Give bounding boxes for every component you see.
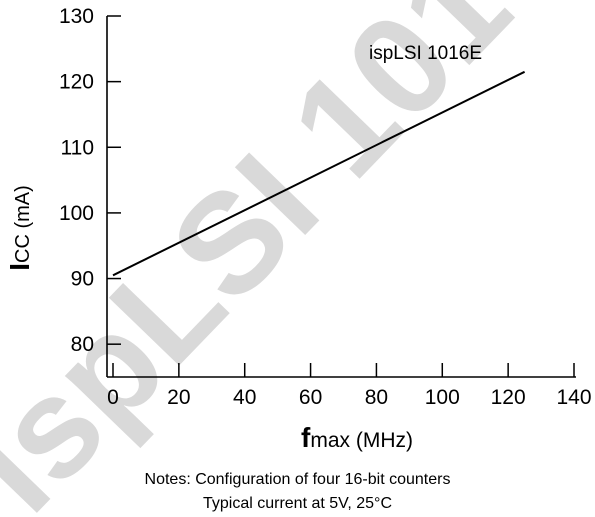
x-tick-label: 120 bbox=[491, 386, 526, 409]
x-tick-label: 0 bbox=[107, 386, 119, 409]
y-tick-label: 120 bbox=[59, 71, 94, 94]
x-tick-label: 140 bbox=[556, 386, 591, 409]
y-axis-label-main: I bbox=[4, 263, 35, 271]
x-tick-label: 60 bbox=[299, 386, 322, 409]
x-axis-label-sub: max bbox=[310, 429, 350, 452]
x-axis-label: fmax (MHz) bbox=[301, 422, 413, 453]
series-label: ispLSI 1016E bbox=[369, 43, 482, 64]
series-line bbox=[112, 70, 526, 277]
axes bbox=[106, 16, 576, 378]
y-tick-label: 130 bbox=[59, 5, 94, 28]
y-axis-label-sub: CC bbox=[12, 234, 34, 263]
y-axis-label-rest: (mA) bbox=[12, 185, 34, 234]
notes-line-2: Typical current at 5V, 25°C bbox=[202, 495, 392, 512]
x-tick-label: 20 bbox=[167, 386, 190, 409]
x-tick-label: 40 bbox=[233, 386, 256, 409]
y-axis-label: ICC (mA) bbox=[4, 185, 35, 271]
y-ticks: 80 90 100 110 120 130 bbox=[59, 5, 121, 356]
x-axis-label-main: f bbox=[301, 422, 311, 453]
y-tick-label: 90 bbox=[71, 268, 94, 291]
y-tick-label: 80 bbox=[71, 333, 94, 356]
x-axis-label-rest: (MHz) bbox=[350, 429, 413, 452]
notes-line-1: Notes: Configuration of four 16-bit coun… bbox=[144, 471, 451, 488]
y-tick-label: 100 bbox=[59, 202, 94, 225]
x-ticks: 0 20 40 60 80 100 120 140 bbox=[107, 363, 592, 409]
series-group: ispLSI 1016E bbox=[112, 43, 526, 277]
x-tick-label: 100 bbox=[425, 386, 460, 409]
x-tick-label: 80 bbox=[365, 386, 388, 409]
y-tick-label: 110 bbox=[61, 136, 94, 159]
